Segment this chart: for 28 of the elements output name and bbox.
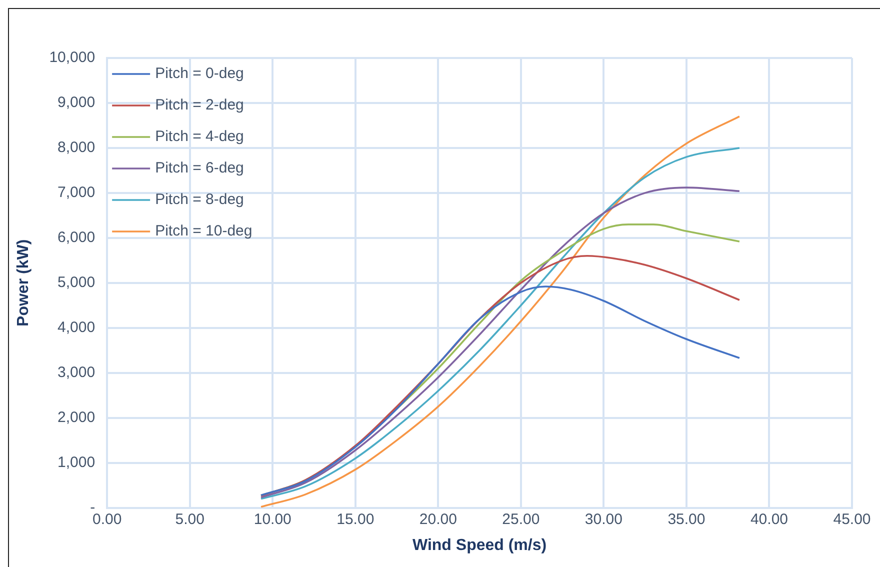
y-tick-label: 8,000 bbox=[58, 139, 96, 156]
x-tick-label: 25.00 bbox=[502, 510, 540, 528]
y-tick-label: 3,000 bbox=[58, 364, 96, 381]
y-tick-label: 4,000 bbox=[58, 319, 96, 336]
x-tick-label: 40.00 bbox=[750, 510, 788, 528]
x-tick-label: 30.00 bbox=[584, 510, 622, 528]
x-tick-label: 15.00 bbox=[336, 510, 374, 528]
y-tick-label: 6,000 bbox=[58, 229, 96, 246]
legend-label: Pitch = 2-deg bbox=[155, 96, 244, 114]
x-tick-label: 35.00 bbox=[668, 510, 706, 528]
y-tick-label: 9,000 bbox=[58, 94, 96, 112]
legend-label: Pitch = 4-deg bbox=[155, 128, 244, 146]
legend-label: Pitch = 6-deg bbox=[155, 160, 244, 177]
legend-label: Pitch = 0-deg bbox=[155, 65, 244, 82]
y-tick-label: 2,000 bbox=[58, 408, 96, 426]
x-axis-title: Wind Speed (m/s) bbox=[412, 536, 547, 554]
legend-label: Pitch = 8-deg bbox=[155, 191, 244, 208]
x-tick-label: 0.00 bbox=[92, 510, 122, 528]
x-tick-label: 10.00 bbox=[254, 510, 292, 528]
y-tick-label: 1,000 bbox=[58, 454, 96, 471]
y-tick-label: 5,000 bbox=[58, 274, 96, 292]
y-tick-label: 10,000 bbox=[49, 49, 96, 66]
legend-label: Pitch = 10-deg bbox=[155, 222, 252, 240]
y-tick-label: 7,000 bbox=[58, 184, 96, 202]
x-tick-label: 45.00 bbox=[833, 510, 871, 528]
x-tick-label: 5.00 bbox=[175, 510, 204, 528]
y-axis-title: Power (kW) bbox=[15, 239, 32, 326]
x-tick-label: 20.00 bbox=[419, 510, 457, 528]
